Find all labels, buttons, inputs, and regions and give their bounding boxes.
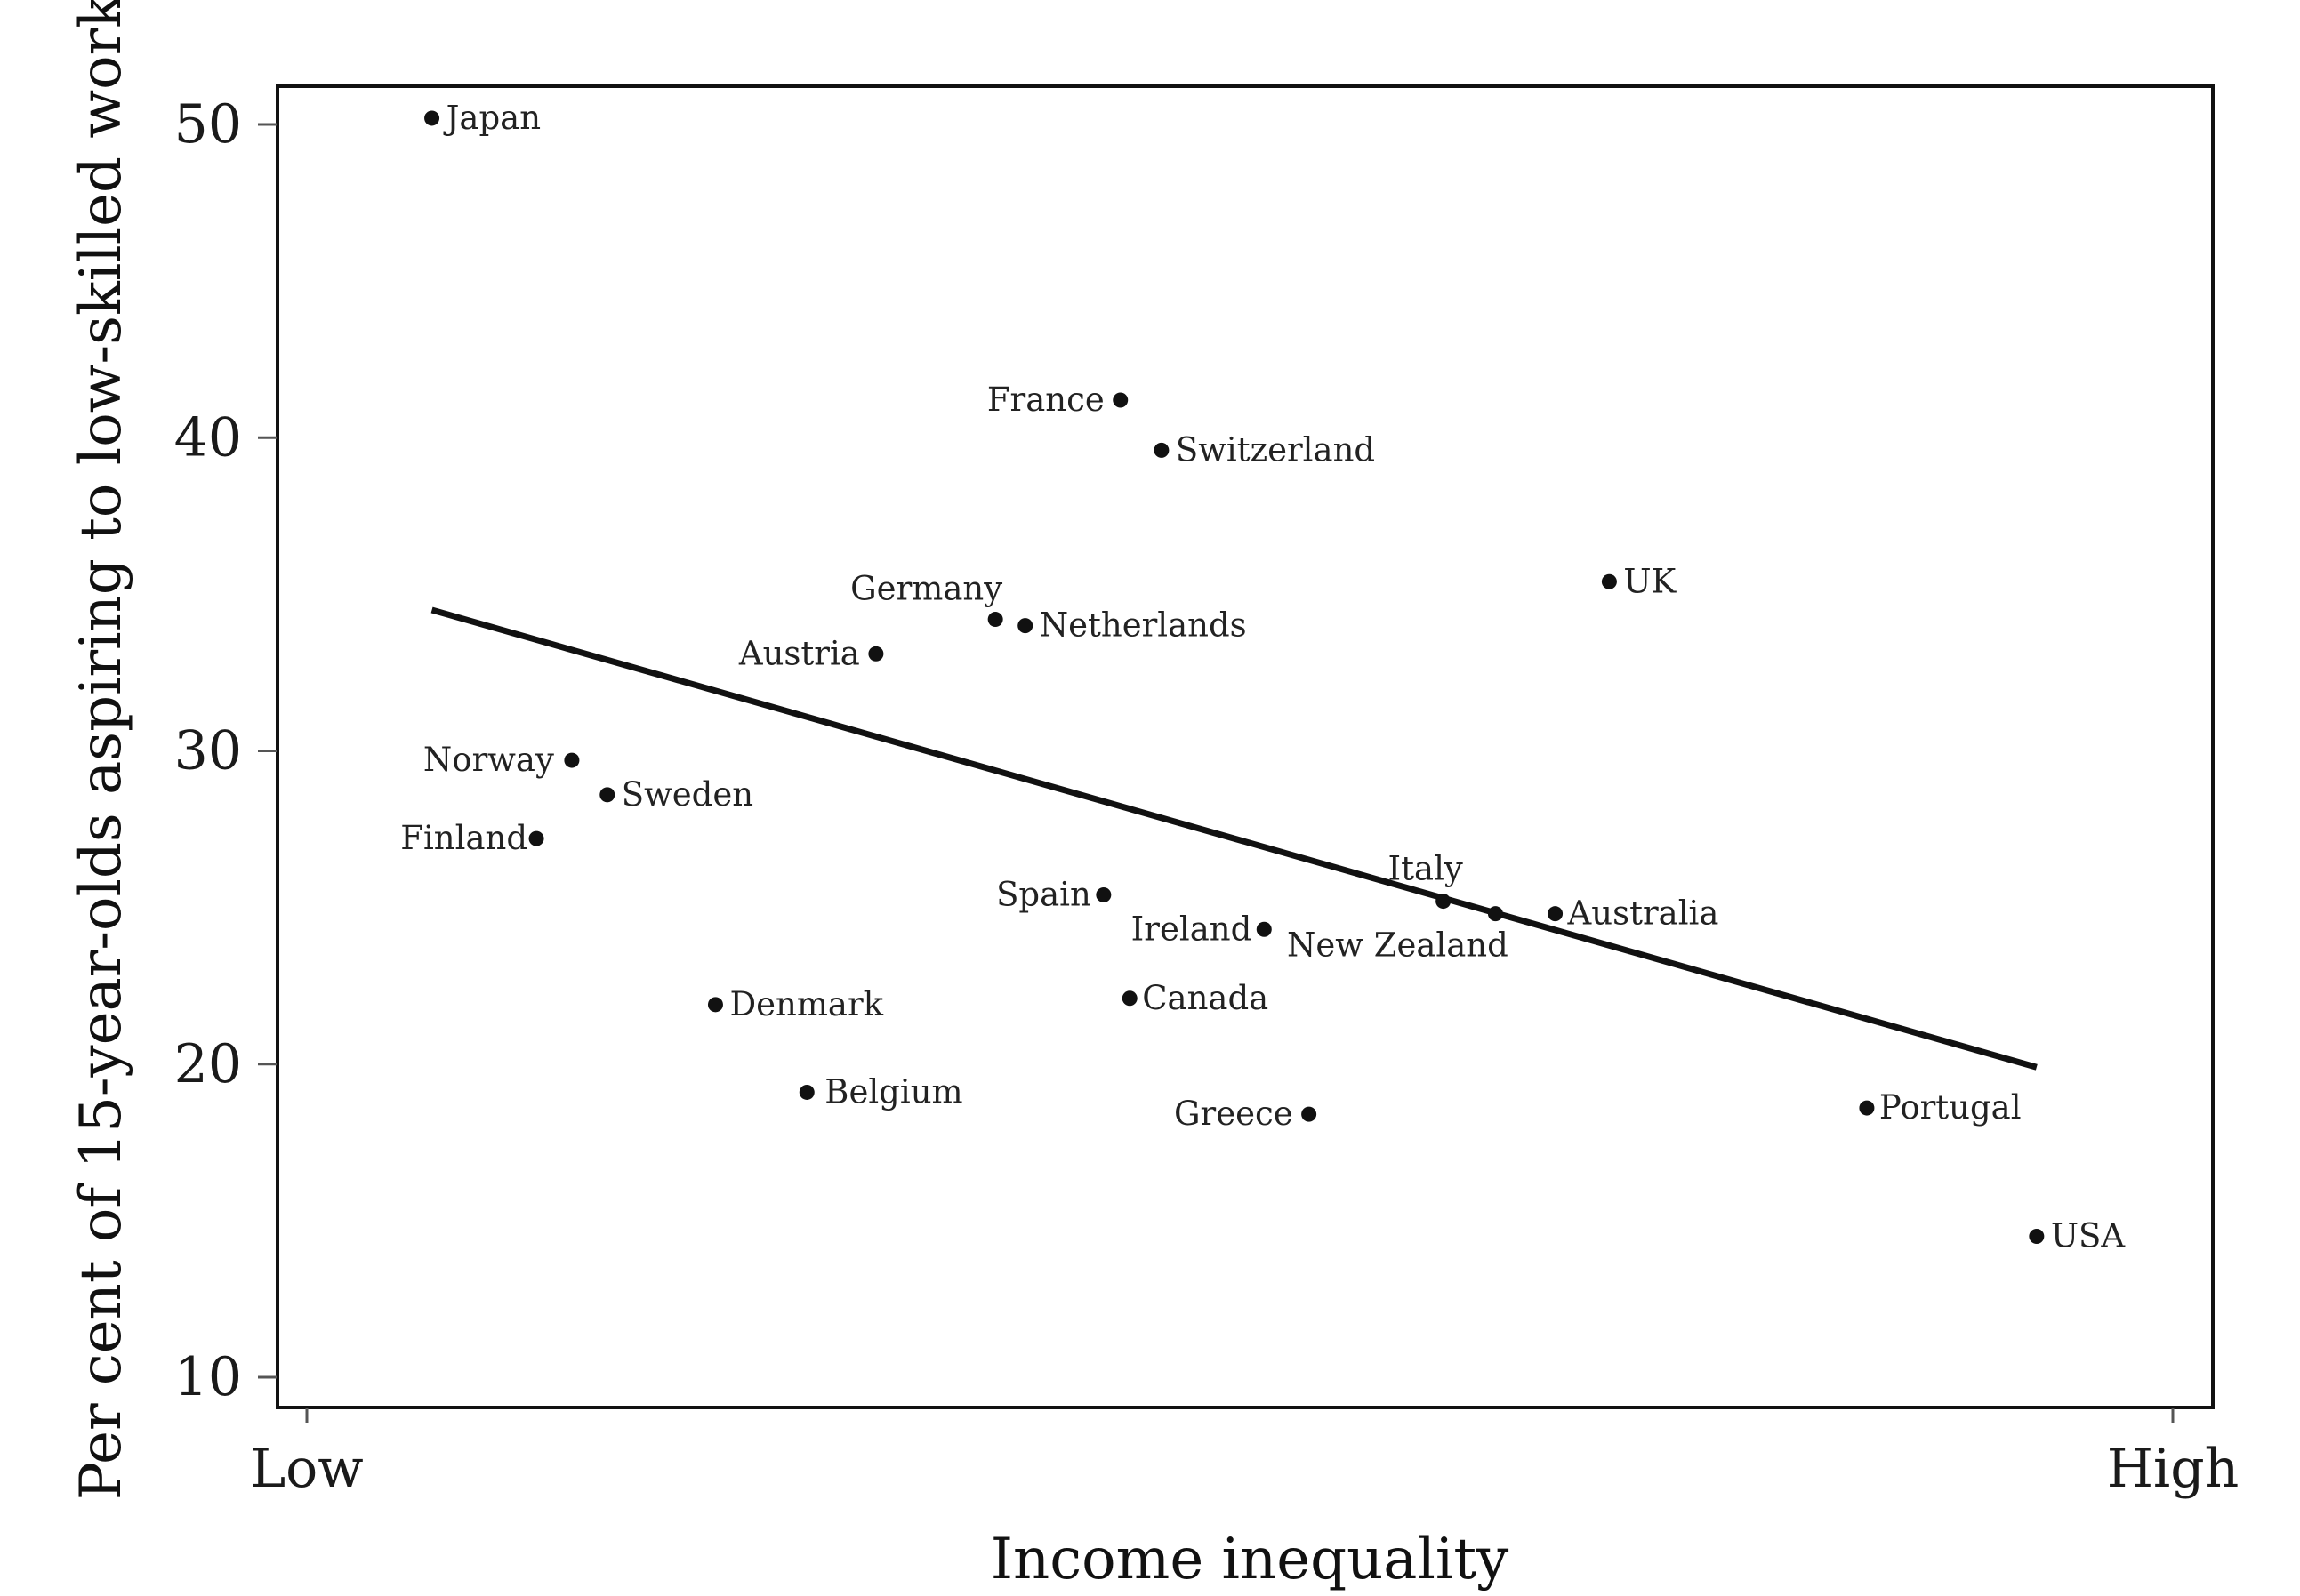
data-point	[1096, 887, 1112, 903]
data-point	[1435, 894, 1452, 910]
data-point	[1256, 921, 1272, 937]
point-label: Greece	[1174, 1095, 1293, 1133]
data-point	[528, 830, 544, 846]
data-point	[2029, 1228, 2045, 1244]
data-point	[1113, 392, 1129, 408]
data-point	[1017, 618, 1033, 634]
x-tick-label: Low	[250, 1438, 363, 1500]
y-tick-label: 50	[174, 93, 242, 156]
point-label: Norway	[423, 741, 554, 779]
point-label: UK	[1623, 562, 1677, 600]
point-label: Portugal	[1879, 1088, 2022, 1127]
data-point	[1487, 906, 1503, 922]
point-label: Denmark	[729, 985, 883, 1023]
data-point	[868, 646, 884, 662]
point-label: Sweden	[622, 775, 753, 814]
point-label: Switzerland	[1176, 430, 1375, 469]
data-point	[1301, 1106, 1317, 1122]
data-point	[1122, 990, 1138, 1007]
point-label: Australia	[1567, 894, 1719, 933]
data-point	[707, 997, 723, 1013]
data-points: Japan France Switzerland UK Germany Netherlan…	[400, 99, 2126, 1255]
x-tick-label: High	[2107, 1438, 2240, 1500]
point-label: France	[987, 381, 1105, 419]
plot-frame	[276, 84, 2215, 1409]
data-point	[564, 752, 580, 768]
point-label: Ireland	[1131, 910, 1252, 948]
point-label: Netherlands	[1040, 606, 1247, 645]
y-axis-title: Per cent of 15-year-olds aspiring to low…	[68, 0, 134, 1500]
point-label: New Zealand	[1287, 926, 1508, 965]
data-point	[987, 612, 1003, 628]
data-point	[599, 787, 615, 803]
y-axis: 10 20 30 40 50	[174, 93, 277, 1408]
y-tick-label: 30	[174, 720, 242, 782]
data-point	[1859, 1100, 1875, 1116]
point-label: USA	[2051, 1216, 2127, 1255]
data-point	[424, 110, 440, 126]
trend-line	[430, 606, 2038, 1071]
x-axis-title: Income inequality	[991, 1527, 1509, 1592]
point-label: Belgium	[824, 1072, 962, 1111]
y-tick-label: 40	[174, 406, 242, 469]
y-tick-label: 20	[174, 1033, 242, 1095]
point-label: Japan	[443, 99, 541, 137]
point-label: Italy	[1388, 850, 1463, 888]
point-label: Spain	[996, 876, 1091, 914]
point-label: Canada	[1142, 979, 1268, 1017]
data-point	[799, 1084, 815, 1100]
point-label: Germany	[850, 570, 1002, 608]
y-tick-label: 10	[174, 1346, 242, 1408]
point-label: Finland	[400, 819, 527, 857]
data-point	[1548, 906, 1564, 922]
data-point	[1601, 573, 1617, 589]
data-point	[1154, 442, 1170, 458]
x-axis: Low High	[250, 1408, 2239, 1500]
point-label: Austria	[738, 634, 860, 672]
